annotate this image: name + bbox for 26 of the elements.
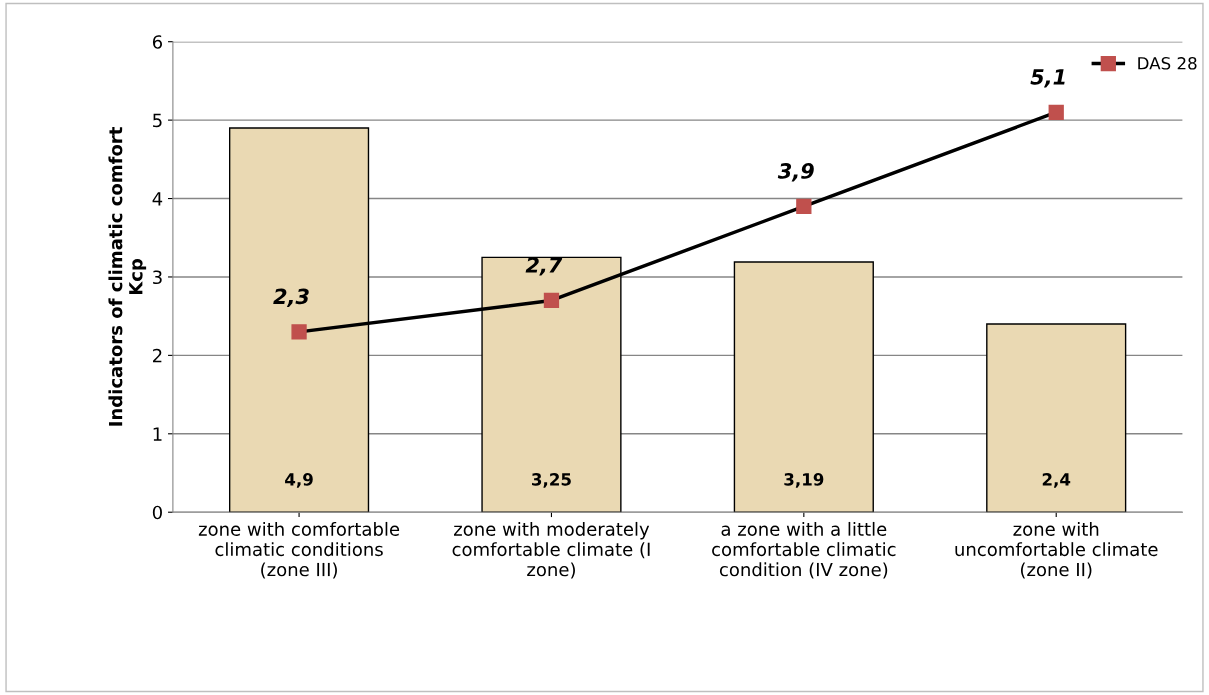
x-tick-label: zone with comfortable climatic conditions (zone III): [198, 521, 400, 579]
y-tick-label: 5: [153, 113, 162, 128]
data-label: 2,3: [273, 288, 309, 307]
y-tick-label: 3: [153, 270, 162, 285]
x-tick-label: a zone with a little comfortable climatic condition (IV zone): [712, 521, 896, 579]
y-tick-label: 2: [153, 348, 162, 363]
x-tick-label: zone with uncomfortable climate (zone II): [955, 521, 1158, 579]
legend-label: DAS 28: [1138, 56, 1197, 70]
y-axis-title: Indicators of climatic comfort Kcp: [108, 127, 147, 426]
y-tick-label: 0: [152, 505, 162, 520]
data-label: 3,9: [777, 163, 814, 182]
point: [1048, 104, 1064, 120]
x-tick-label: zone with moderately comfortable climate (I zone): [452, 521, 650, 579]
data-label: 3,19: [784, 473, 824, 488]
y-tick-label: 1: [153, 427, 162, 441]
y-tick-label: 6: [152, 35, 163, 49]
point: [291, 324, 307, 340]
data-label: 4,9: [285, 473, 313, 488]
bar: [986, 323, 1127, 513]
point: [796, 198, 812, 215]
data-label: 3,25: [532, 473, 571, 488]
bar: [733, 261, 874, 513]
data-label: 5,1: [1030, 69, 1065, 88]
data-label: 2,4: [1042, 473, 1071, 488]
y-tick-label: 4: [152, 192, 163, 206]
point: [543, 292, 560, 309]
